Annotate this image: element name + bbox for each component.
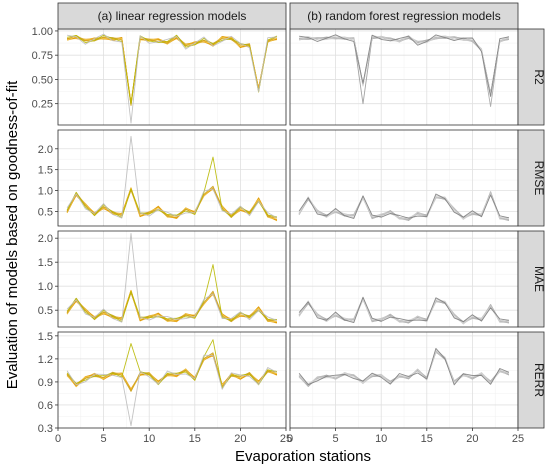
x-tick-label: 15 — [189, 433, 201, 445]
series-line-lr-mae-8 — [66, 232, 278, 323]
y-tick-label-rmse: 2.0 — [38, 144, 53, 156]
row-strip-label: RERR — [532, 363, 546, 397]
x-tick-label: 15 — [421, 433, 433, 445]
series-line-rf-rmse-4 — [298, 191, 509, 221]
panel-lr-mae — [57, 230, 287, 328]
column-strip-label: (b) random forest regression models — [307, 9, 500, 23]
series-line-lr-r2-5 — [66, 36, 278, 106]
row-strip-label: R2 — [532, 69, 546, 85]
column-strip-lr: (a) linear regression models — [57, 2, 287, 30]
series-line-lr-mae-6 — [66, 290, 277, 323]
x-tick-label: 20 — [466, 433, 478, 445]
series-line-lr-rerr-8 — [66, 354, 278, 427]
series-line-lr-rmse-6 — [66, 185, 277, 219]
y-tick-label-rerr: 1.5 — [38, 331, 53, 343]
y-tick-label-mae: 1.5 — [38, 257, 53, 269]
y-tick-label-mae: 2.0 — [38, 233, 53, 245]
column-strip-bg — [289, 2, 519, 30]
x-tick-label: 5 — [101, 433, 107, 445]
x-tick-label: 20 — [234, 433, 246, 445]
row-strip-rerr: RERR — [517, 331, 546, 429]
series-line-rf-rerr-5 — [298, 350, 509, 385]
panel-border — [57, 331, 287, 429]
row-strip-label: RMSE — [532, 161, 546, 196]
series-line-rf-rerr-7 — [298, 347, 510, 386]
x-tick-label: 10 — [143, 433, 155, 445]
series-line-lr-mae-5 — [66, 291, 277, 323]
strips-layer: (a) linear regression models (b) random f… — [57, 2, 546, 429]
y-tick-label-mae: 0.5 — [38, 305, 53, 317]
y-tick-label-rmse: 0.5 — [38, 206, 53, 218]
x-axis-title: Evaporation stations — [235, 448, 371, 465]
x-tick-label: 0 — [287, 433, 293, 445]
series-line-rf-r2-4 — [299, 35, 510, 95]
x-tick-label: 0 — [55, 433, 61, 445]
y-tick-label-rerr: 0.6 — [38, 400, 53, 412]
series-line-lr-rmse-8 — [66, 135, 278, 219]
y-tick-label-r2: 0.75 — [32, 50, 53, 62]
y-tick-label-rerr: 1.2 — [38, 354, 53, 366]
axes-layer: 0.25 0.50 0.75 1.00 0.5 1.0 1.5 2.0 0.5 1.0 1.5 2.0… — [32, 26, 525, 445]
row-strip-bg — [517, 129, 545, 227]
row-strip-bg — [517, 230, 545, 328]
panel-lr-rmse — [57, 129, 287, 227]
series-line-rf-mae-4 — [298, 299, 509, 324]
row-strip-label: MAE — [532, 266, 546, 292]
row-strip-mae: MAE — [517, 230, 546, 328]
panel-border — [57, 230, 287, 328]
y-axis-title: Evaluation of models based on goodness-o… — [4, 80, 21, 389]
y-tick-label-r2: 0.25 — [32, 99, 53, 111]
y-tick-label-rmse: 1.0 — [38, 186, 53, 198]
series-line-lr-r2-6 — [66, 34, 278, 106]
series-line-lr-rerr-5 — [66, 352, 277, 392]
row-strip-r2: R2 — [517, 28, 546, 126]
y-tick-label-mae: 1.0 — [38, 281, 53, 293]
panel-border — [57, 129, 287, 227]
y-tick-label-r2: 0.50 — [32, 74, 53, 86]
series-line-lr-r2-8 — [67, 33, 277, 124]
x-tick-label: 10 — [375, 433, 387, 445]
x-tick-label: 25 — [280, 433, 292, 445]
panels-layer — [57, 28, 519, 429]
row-strip-bg — [517, 28, 545, 126]
panel-lr-rerr — [57, 331, 287, 429]
series-line-rf-rmse-7 — [298, 193, 509, 219]
series-line-rf-mae-7 — [298, 296, 509, 324]
series-line-lr-rerr-6 — [66, 352, 277, 392]
panel-rf-r2 — [289, 28, 519, 126]
panel-rf-rmse — [289, 129, 519, 227]
column-strip-label: (a) linear regression models — [98, 9, 247, 23]
series-line-rf-rerr-4 — [298, 351, 510, 386]
y-tick-label-rerr: 0.9 — [38, 377, 53, 389]
x-tick-label: 5 — [333, 433, 339, 445]
series-line-rf-rmse-5 — [298, 193, 509, 220]
panel-rf-rerr — [289, 331, 519, 429]
row-strip-rmse: RMSE — [517, 129, 546, 227]
panel-rf-mae — [289, 230, 519, 328]
row-strip-bg — [517, 331, 545, 429]
column-strip-bg — [57, 2, 287, 30]
y-tick-label-rerr: 0.3 — [38, 423, 53, 435]
column-strip-rf: (b) random forest regression models — [289, 2, 519, 30]
y-tick-label-r2: 1.00 — [32, 26, 53, 38]
series-line-rf-r2-5 — [298, 35, 510, 96]
series-line-rf-mae-5 — [298, 299, 509, 325]
panel-lr-r2 — [57, 28, 287, 126]
series-line-lr-rmse-5 — [66, 186, 277, 220]
x-tick-label: 25 — [512, 433, 524, 445]
series-line-rf-r2-7 — [299, 34, 509, 97]
y-tick-label-rmse: 1.5 — [38, 165, 53, 177]
